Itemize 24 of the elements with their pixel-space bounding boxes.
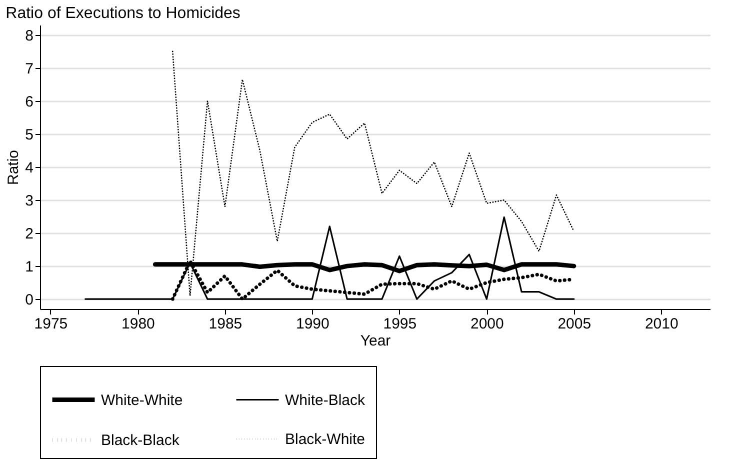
y-axis-title: Ratio: [5, 150, 22, 186]
y-tick-label: 1: [25, 258, 34, 276]
y-tick-label: 4: [25, 160, 34, 176]
x-tick-label: 1990: [296, 316, 330, 332]
y-tick-label: 0: [25, 292, 34, 309]
y-tick-label: 3: [25, 192, 34, 210]
legend-label: White-White: [101, 392, 183, 409]
x-axis-title: Year: [360, 332, 391, 350]
legend-label: Black-Black: [101, 432, 180, 449]
x-tick-label: 1995: [383, 316, 417, 332]
x-tick-label: 1980: [122, 316, 155, 332]
y-tick-label: 2: [25, 226, 34, 243]
x-tick-label: 1985: [208, 316, 242, 332]
chart-title: Ratio of Executions to Homicides: [6, 5, 240, 22]
x-tick-label: 1975: [34, 316, 68, 332]
x-tick-label: 2010: [644, 316, 678, 332]
y-tick-label: 8: [25, 27, 34, 44]
x-tick-label: 2000: [470, 316, 504, 332]
y-tick-label: 7: [25, 60, 34, 78]
y-tick-label: 6: [25, 93, 34, 110]
legend-label: White-Black: [285, 392, 366, 409]
x-tick-label: 2005: [558, 316, 592, 332]
y-tick-label: 5: [25, 126, 34, 144]
legend-label: Black-White: [285, 431, 366, 448]
